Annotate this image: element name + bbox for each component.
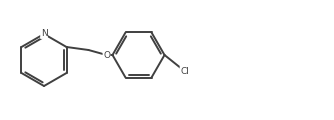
Text: O: O <box>103 51 110 60</box>
Text: N: N <box>41 30 47 39</box>
Text: Cl: Cl <box>180 66 189 75</box>
